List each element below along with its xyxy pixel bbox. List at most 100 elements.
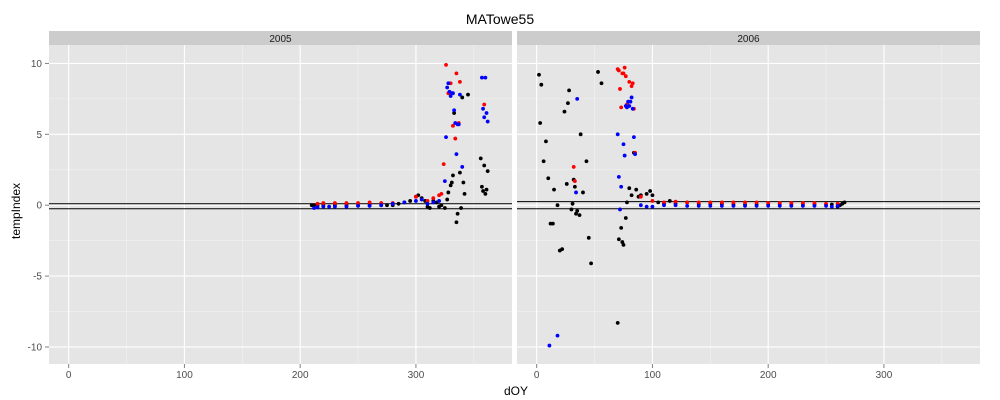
data-point <box>630 106 635 111</box>
data-point <box>622 65 627 70</box>
data-point <box>544 139 548 144</box>
data-point <box>619 225 624 230</box>
data-point <box>633 152 637 157</box>
data-point <box>578 132 583 137</box>
x-tick-label: 0 <box>534 370 540 381</box>
y-tick-label: 10 <box>31 59 43 70</box>
data-point <box>634 187 639 192</box>
data-point <box>538 121 543 125</box>
data-point <box>627 186 632 191</box>
data-point <box>644 204 649 209</box>
data-point <box>621 142 626 147</box>
data-point <box>461 180 466 185</box>
data-point <box>480 75 484 80</box>
data-point <box>572 179 577 184</box>
data-point <box>621 243 626 247</box>
data-point <box>431 196 436 201</box>
data-point <box>385 203 389 208</box>
data-point <box>586 235 591 240</box>
data-point <box>685 200 690 205</box>
data-point <box>446 190 451 195</box>
data-point <box>829 204 834 209</box>
data-point <box>777 201 782 205</box>
data-point <box>708 204 713 208</box>
data-point <box>344 201 349 205</box>
data-point <box>460 165 465 169</box>
data-point <box>437 199 441 203</box>
data-point <box>566 101 570 106</box>
data-point <box>452 108 457 113</box>
data-point <box>482 163 487 168</box>
data-point <box>466 92 470 97</box>
data-point <box>575 96 580 101</box>
data-point <box>455 211 460 216</box>
facet-strip-label: 2005 <box>269 34 292 45</box>
data-point <box>667 199 672 203</box>
data-point <box>584 159 589 164</box>
data-point <box>632 135 636 140</box>
data-point <box>577 213 582 218</box>
data-point <box>621 71 626 76</box>
data-point <box>451 123 455 128</box>
data-point <box>812 204 817 208</box>
x-tick-label: 200 <box>292 370 309 381</box>
data-point <box>442 179 447 184</box>
data-point <box>656 200 661 205</box>
data-point <box>390 201 395 206</box>
data-point <box>480 184 484 189</box>
data-point <box>550 221 555 226</box>
facet-strip-label: 2006 <box>737 34 760 45</box>
data-point <box>596 70 600 74</box>
data-point <box>344 204 349 209</box>
data-point <box>396 201 401 206</box>
data-point <box>458 92 462 97</box>
data-point <box>356 201 360 205</box>
data-point <box>618 87 622 91</box>
data-point <box>615 132 620 137</box>
chart-title: MATowe55 <box>466 11 534 27</box>
data-point <box>441 162 446 166</box>
data-point <box>569 207 574 212</box>
series-blue <box>547 95 840 348</box>
y-axis-title: tempIndex <box>9 183 23 239</box>
x-tick-label: 300 <box>408 370 425 381</box>
data-point <box>708 200 713 205</box>
data-point <box>481 189 485 193</box>
data-point <box>427 206 432 210</box>
data-point <box>482 115 487 120</box>
data-point <box>743 200 747 205</box>
data-point <box>458 170 462 175</box>
data-point <box>414 199 418 203</box>
x-tick-label: 0 <box>66 370 72 381</box>
data-point <box>696 204 701 208</box>
data-point <box>327 204 332 209</box>
data-point <box>333 204 337 209</box>
data-point <box>541 159 546 164</box>
data-point <box>719 200 724 205</box>
data-point <box>452 111 457 115</box>
data-point <box>379 203 384 208</box>
data-point <box>719 204 724 208</box>
data-point <box>627 79 632 84</box>
data-point <box>425 199 430 203</box>
data-point <box>638 203 643 208</box>
data-point <box>619 105 624 110</box>
x-tick-label: 200 <box>760 370 777 381</box>
data-point <box>622 153 627 158</box>
data-point <box>673 199 678 204</box>
panel-background <box>517 45 980 364</box>
data-point <box>425 201 430 206</box>
data-point <box>442 206 447 210</box>
y-tick-label: 0 <box>36 201 42 212</box>
data-point <box>546 176 551 181</box>
data-point <box>574 190 578 195</box>
data-point <box>454 220 459 225</box>
data-point <box>650 199 655 203</box>
data-point <box>321 201 326 205</box>
data-point <box>315 201 320 206</box>
data-point <box>743 204 747 208</box>
data-point <box>484 187 489 192</box>
data-point <box>444 62 448 67</box>
data-point <box>439 203 444 208</box>
data-point <box>571 165 576 169</box>
